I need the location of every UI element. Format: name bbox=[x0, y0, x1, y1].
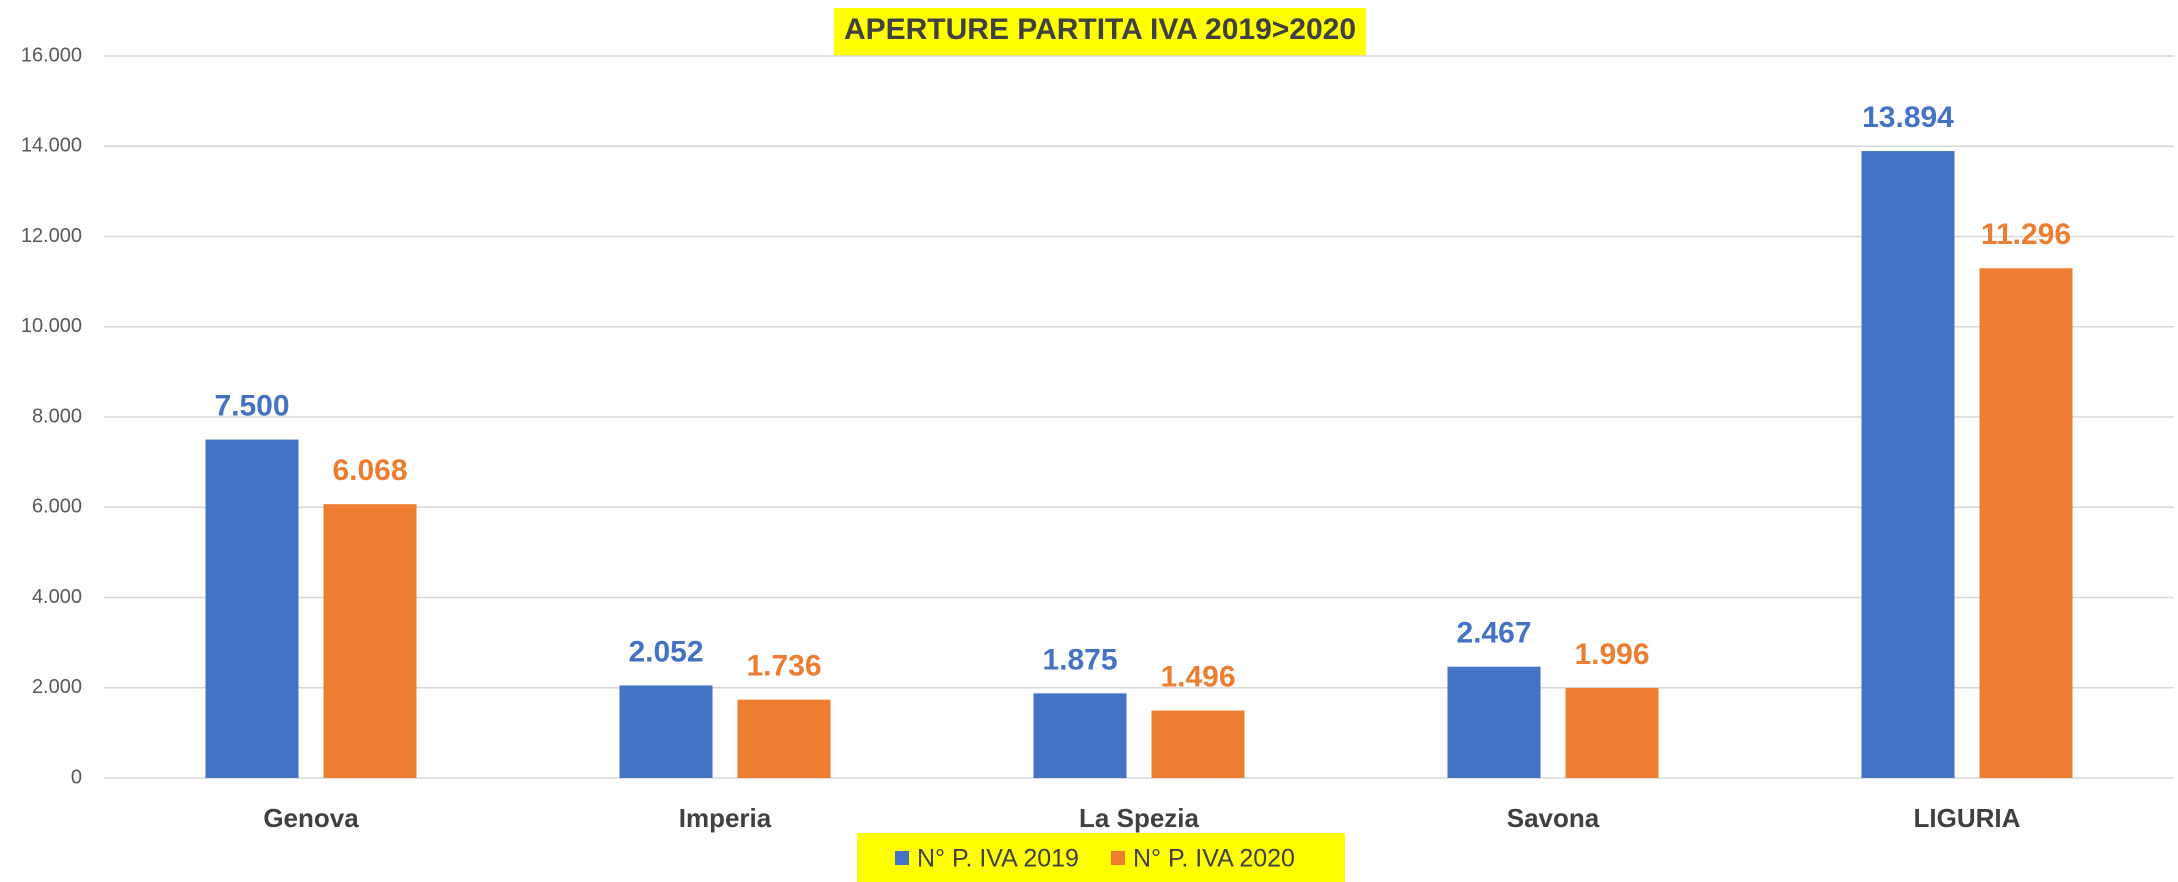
value-label: 1.496 bbox=[1160, 660, 1235, 693]
x-tick-label: Imperia bbox=[679, 803, 772, 833]
y-tick-label: 6.000 bbox=[32, 496, 82, 518]
bar bbox=[1151, 710, 1245, 778]
value-label: 6.068 bbox=[332, 454, 407, 487]
chart-title: APERTURE PARTITA IVA 2019>2020 bbox=[844, 13, 1356, 46]
legend-label: N° P. IVA 2019 bbox=[917, 845, 1079, 873]
y-tick-label: 4.000 bbox=[32, 586, 82, 608]
bar bbox=[1861, 151, 1955, 778]
y-tick-label: 2.000 bbox=[32, 676, 82, 698]
x-tick-label: La Spezia bbox=[1079, 803, 1199, 833]
y-tick-label: 16.000 bbox=[21, 44, 82, 66]
bar bbox=[205, 439, 299, 778]
value-label: 11.296 bbox=[1981, 218, 2071, 251]
bar bbox=[737, 699, 831, 778]
value-label: 1.875 bbox=[1042, 643, 1117, 676]
value-label: 7.500 bbox=[214, 389, 289, 422]
y-tick-label: 0 bbox=[71, 766, 82, 788]
bar bbox=[619, 685, 713, 778]
bar bbox=[1565, 687, 1659, 778]
y-tick-label: 12.000 bbox=[21, 225, 82, 247]
value-label: 13.894 bbox=[1862, 101, 1954, 134]
y-tick-label: 14.000 bbox=[21, 135, 82, 157]
value-label: 1.736 bbox=[746, 650, 821, 683]
legend-background bbox=[857, 833, 1345, 882]
bar bbox=[1033, 693, 1127, 778]
bar bbox=[1447, 666, 1541, 778]
title-background bbox=[833, 8, 1367, 56]
x-tick-label: Savona bbox=[1507, 803, 1600, 833]
value-label: 2.052 bbox=[628, 635, 703, 668]
bar bbox=[1979, 268, 2073, 778]
y-tick-label: 8.000 bbox=[32, 405, 82, 427]
legend-swatch bbox=[1110, 851, 1125, 865]
x-tick-label: LIGURIA bbox=[1914, 803, 2021, 833]
value-label: 1.996 bbox=[1574, 638, 1649, 671]
y-tick-label: 10.000 bbox=[21, 315, 82, 337]
legend-swatch bbox=[895, 851, 909, 865]
value-label: 2.467 bbox=[1456, 617, 1531, 650]
bar bbox=[323, 504, 417, 778]
legend-label: N° P. IVA 2020 bbox=[1133, 845, 1295, 873]
x-tick-label: Genova bbox=[263, 803, 359, 833]
